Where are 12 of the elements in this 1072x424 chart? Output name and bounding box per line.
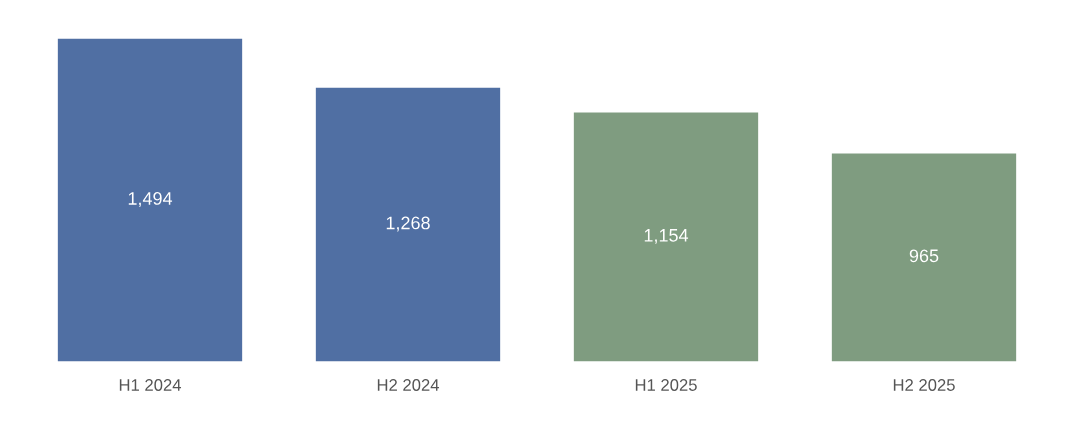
data-label: 965 <box>909 249 939 263</box>
data-label: 1,268 <box>386 216 430 232</box>
x-tick-label: H1 2024 <box>119 379 182 391</box>
x-tick-label: H2 2024 <box>377 379 440 391</box>
data-label: 1,494 <box>128 192 173 207</box>
bar <box>56 38 244 362</box>
x-tick-label: H2 2025 <box>893 379 955 391</box>
data-label: 1,154 <box>644 229 689 244</box>
x-tick-label: H1 2025 <box>635 379 697 391</box>
bar <box>572 111 760 362</box>
bar <box>830 152 1018 362</box>
bar <box>314 86 502 362</box>
